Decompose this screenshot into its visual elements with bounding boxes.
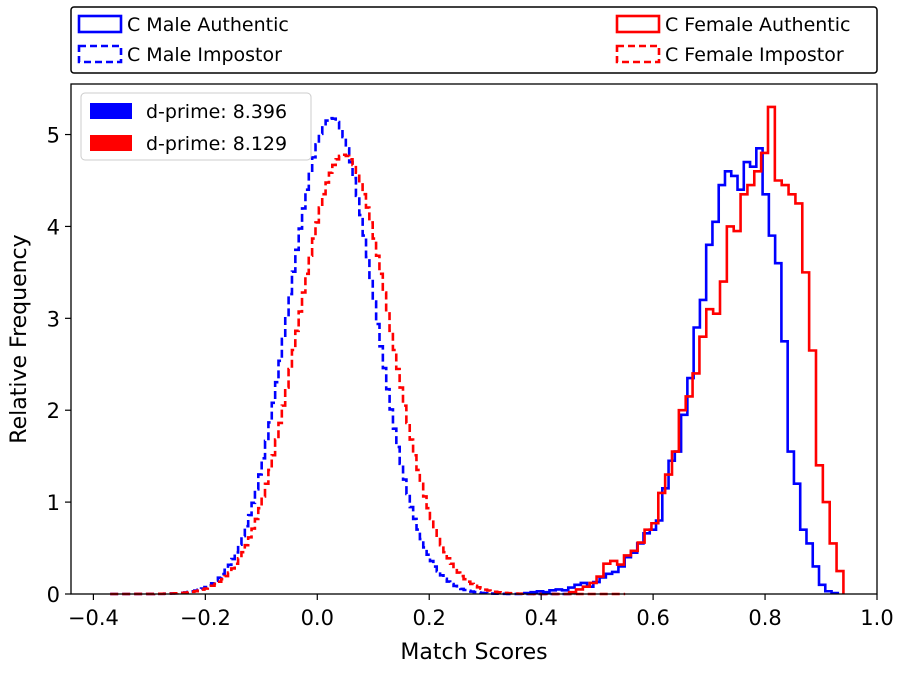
series-c-female-authentic xyxy=(567,105,845,594)
x-tick-label: 0.4 xyxy=(524,606,557,630)
series-layer xyxy=(110,105,845,596)
y-tick-label: 2 xyxy=(47,399,60,423)
dprime-label: d-prime: 8.129 xyxy=(146,133,287,155)
x-tick-label: 0.8 xyxy=(748,606,781,630)
x-tick-label: −0.4 xyxy=(68,606,119,630)
legend-label: C Male Authentic xyxy=(127,14,289,36)
legend-label: C Female Authentic xyxy=(665,14,850,36)
dprime-swatch xyxy=(90,135,132,151)
legend-label: C Male Impostor xyxy=(127,44,282,66)
y-tick-label: 5 xyxy=(47,124,60,148)
y-tick-label: 0 xyxy=(47,583,60,607)
legend-swatch-c-female-authentic xyxy=(615,14,661,34)
x-axis-label: Match Scores xyxy=(400,640,547,665)
x-axis: −0.4 −0.2 0.0 0.2 0.4 0.6 0.8 1.0 xyxy=(68,594,894,630)
legend-label: C Female Impostor xyxy=(665,44,844,66)
y-tick-label: 1 xyxy=(47,491,60,515)
series-c-male-authentic xyxy=(523,147,840,595)
dprime-swatch xyxy=(90,103,132,119)
inner-legend-frame xyxy=(80,92,312,161)
legend-swatch-c-male-impostor xyxy=(77,44,123,64)
x-tick-label: 0.6 xyxy=(636,606,669,630)
legend-swatch-c-female-impostor xyxy=(615,44,661,64)
x-tick-label: −0.2 xyxy=(180,606,231,630)
y-tick-label: 3 xyxy=(47,307,60,331)
y-axis: 0 1 2 3 4 5 xyxy=(47,124,71,607)
y-axis-label: Relative Frequency xyxy=(7,234,32,443)
x-tick-label: 0.0 xyxy=(301,606,334,630)
x-tick-label: 0.2 xyxy=(413,606,446,630)
top-legend: C Male Authentic C Female Authentic C Male… xyxy=(70,6,878,74)
top-legend-frame xyxy=(70,6,878,74)
plot-frame xyxy=(70,83,878,595)
series-c-female-impostor xyxy=(110,153,626,596)
x-tick-label: 1.0 xyxy=(860,606,893,630)
y-tick-label: 4 xyxy=(47,215,60,239)
inner-legend: d-prime: 8.396 d-prime: 8.129 xyxy=(80,92,312,161)
legend-swatch-c-male-authentic xyxy=(77,14,123,34)
dprime-label: d-prime: 8.396 xyxy=(146,101,287,123)
